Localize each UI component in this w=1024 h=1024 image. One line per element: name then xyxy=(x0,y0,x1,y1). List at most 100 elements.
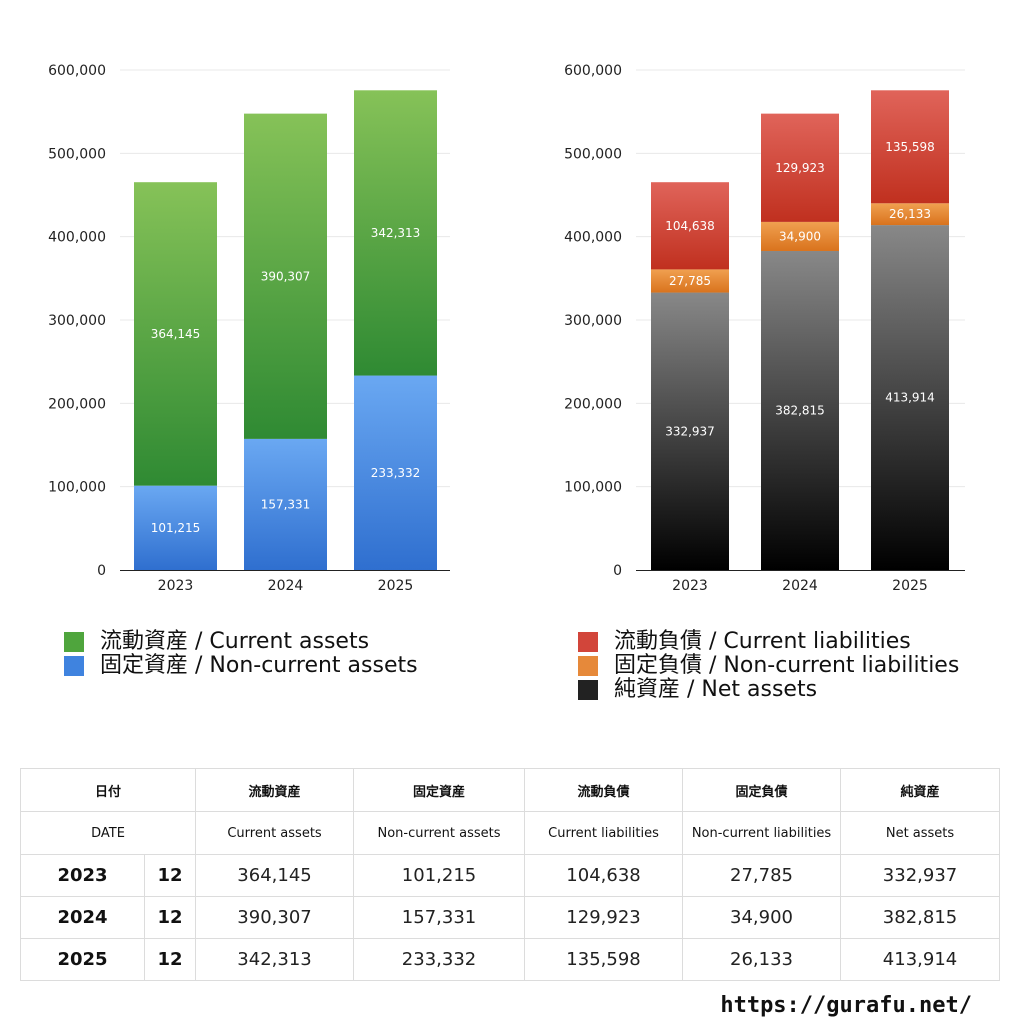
header-current-liabilities-jp: 流動負債 xyxy=(524,768,684,812)
y-tick-label: 200,000 xyxy=(564,396,622,412)
bar-segment xyxy=(651,292,729,570)
data-label: 364,145 xyxy=(151,327,201,341)
row-month: 12 xyxy=(143,896,197,939)
cell-current-liabilities: 135,598 xyxy=(524,938,684,981)
cell-current-assets: 364,145 xyxy=(195,854,355,897)
data-label: 27,785 xyxy=(669,274,711,288)
y-tick-label: 0 xyxy=(613,563,622,579)
bar-segment xyxy=(134,182,217,486)
bar-segment xyxy=(354,90,437,376)
x-tick-label: 2024 xyxy=(782,578,818,594)
bar-segment xyxy=(244,438,327,570)
legend-label: 流動負債 / Current liabilities xyxy=(614,629,911,654)
data-label: 382,815 xyxy=(775,403,825,417)
header-non-current-assets-jp: 固定資産 xyxy=(353,768,526,812)
bar-segment xyxy=(651,269,729,293)
y-tick-label: 100,000 xyxy=(564,480,622,496)
data-label: 129,923 xyxy=(775,161,825,175)
chart-2: 0 100,000 200,000 300,000 400,000 500,000 600,… xyxy=(564,63,965,594)
cell-non-current-assets: 157,331 xyxy=(353,896,526,939)
data-label: 413,914 xyxy=(885,391,935,405)
data-label: 233,332 xyxy=(371,466,421,480)
data-label: 135,598 xyxy=(885,140,935,154)
legend-item-net-assets: 純資産 / Net assets xyxy=(578,678,959,702)
y-tick-label: 200,000 xyxy=(48,396,106,412)
data-label: 104,638 xyxy=(665,219,715,233)
cell-current-assets: 342,313 xyxy=(195,938,355,981)
legend-label: 固定資産 / Non-current assets xyxy=(100,653,418,678)
y-tick-label: 0 xyxy=(97,563,106,579)
header-net-assets-jp: 純資産 xyxy=(840,768,1001,812)
legend-item-current-liabilities: 流動負債 / Current liabilities xyxy=(578,630,959,654)
bar-segment xyxy=(871,203,949,226)
legend-item-non-current-assets: 固定資産 / Non-current assets xyxy=(64,654,418,678)
cell-non-current-assets: 101,215 xyxy=(353,854,526,897)
x-tick-label: 2025 xyxy=(892,578,928,594)
bar-segment xyxy=(651,182,729,270)
cell-net-assets: 413,914 xyxy=(840,938,1001,981)
header-date-en: DATE xyxy=(19,811,197,855)
x-tick-label: 2023 xyxy=(158,578,194,594)
header-date-jp: 日付 xyxy=(19,768,197,812)
legend-label: 流動資産 / Current assets xyxy=(100,629,370,654)
data-label: 34,900 xyxy=(779,229,821,243)
x-tick-label: 2023 xyxy=(672,578,708,594)
row-month: 12 xyxy=(143,938,197,981)
legend-swatch xyxy=(578,680,598,700)
y-tick-label: 400,000 xyxy=(564,230,622,246)
x-tick-label: 2024 xyxy=(268,578,304,594)
cell-non-current-liabilities: 34,900 xyxy=(682,896,842,939)
legend-assets: 流動資産 / Current assets 固定資産 / Non-current… xyxy=(64,630,418,678)
data-label: 101,215 xyxy=(151,521,201,535)
table-row: 2025 12 342,313 233,332 135,598 26,133 4… xyxy=(20,938,1001,981)
header-current-liabilities-en: Current liabilities xyxy=(524,811,684,855)
data-label: 157,331 xyxy=(261,497,311,511)
header-non-current-assets-en: Non-current assets xyxy=(353,811,526,855)
legend-swatch xyxy=(578,632,598,652)
legend-liabilities: 流動負債 / Current liabilities 固定負債 / Non-cu… xyxy=(578,630,959,702)
charts-canvas: 0 100,000 200,000 300,000 400,000 500,000 600,… xyxy=(48,63,965,594)
y-tick-label: 400,000 xyxy=(48,230,106,246)
bar-segment xyxy=(761,221,839,251)
bar-segment xyxy=(134,485,217,570)
bar-segment xyxy=(244,113,327,439)
y-tick-label: 300,000 xyxy=(564,313,622,329)
data-label: 342,313 xyxy=(371,226,421,240)
cell-net-assets: 332,937 xyxy=(840,854,1001,897)
data-table: 日付 流動資産 固定資産 流動負債 固定負債 純資産 DATE Current … xyxy=(19,768,1001,981)
y-tick-label: 500,000 xyxy=(48,146,106,162)
y-tick-label: 600,000 xyxy=(564,63,622,79)
chart-1: 0 100,000 200,000 300,000 400,000 500,000 600,… xyxy=(48,63,450,594)
legend-swatch xyxy=(64,656,84,676)
cell-current-assets: 390,307 xyxy=(195,896,355,939)
header-non-current-liabilities-jp: 固定負債 xyxy=(682,768,842,812)
cell-current-liabilities: 129,923 xyxy=(524,896,684,939)
legend-label: 純資産 / Net assets xyxy=(614,677,818,702)
y-tick-label: 600,000 xyxy=(48,63,106,79)
header-net-assets-en: Net assets xyxy=(840,811,1001,855)
table-header-jp: 日付 流動資産 固定資産 流動負債 固定負債 純資産 xyxy=(19,768,1001,812)
cell-non-current-assets: 233,332 xyxy=(353,938,526,981)
legend-item-non-current-liabilities: 固定負債 / Non-current liabilities xyxy=(578,654,959,678)
bar-segment xyxy=(354,375,437,570)
bar-segment xyxy=(871,225,949,571)
data-label: 332,937 xyxy=(665,424,715,438)
x-tick-label: 2025 xyxy=(378,578,414,594)
data-label: 26,133 xyxy=(889,207,931,221)
cell-non-current-liabilities: 27,785 xyxy=(682,854,842,897)
y-tick-label: 500,000 xyxy=(564,146,622,162)
legend-label: 固定負債 / Non-current liabilities xyxy=(614,653,960,678)
table-row: 2023 12 364,145 101,215 104,638 27,785 3… xyxy=(20,854,1001,897)
row-month: 12 xyxy=(143,854,197,897)
data-label: 390,307 xyxy=(261,269,311,283)
table-row: 2024 12 390,307 157,331 129,923 34,900 3… xyxy=(20,896,1001,939)
legend-item-current-assets: 流動資産 / Current assets xyxy=(64,630,418,654)
y-tick-label: 100,000 xyxy=(48,480,106,496)
site-url[interactable]: https://gurafu.net/ xyxy=(720,993,972,1018)
header-current-assets-en: Current assets xyxy=(195,811,355,855)
header-non-current-liabilities-en: Non-current liabilities xyxy=(682,811,842,855)
legend-swatch xyxy=(64,632,84,652)
row-year: 2024 xyxy=(20,896,145,939)
cell-non-current-liabilities: 26,133 xyxy=(682,938,842,981)
bar-segment xyxy=(871,90,949,204)
